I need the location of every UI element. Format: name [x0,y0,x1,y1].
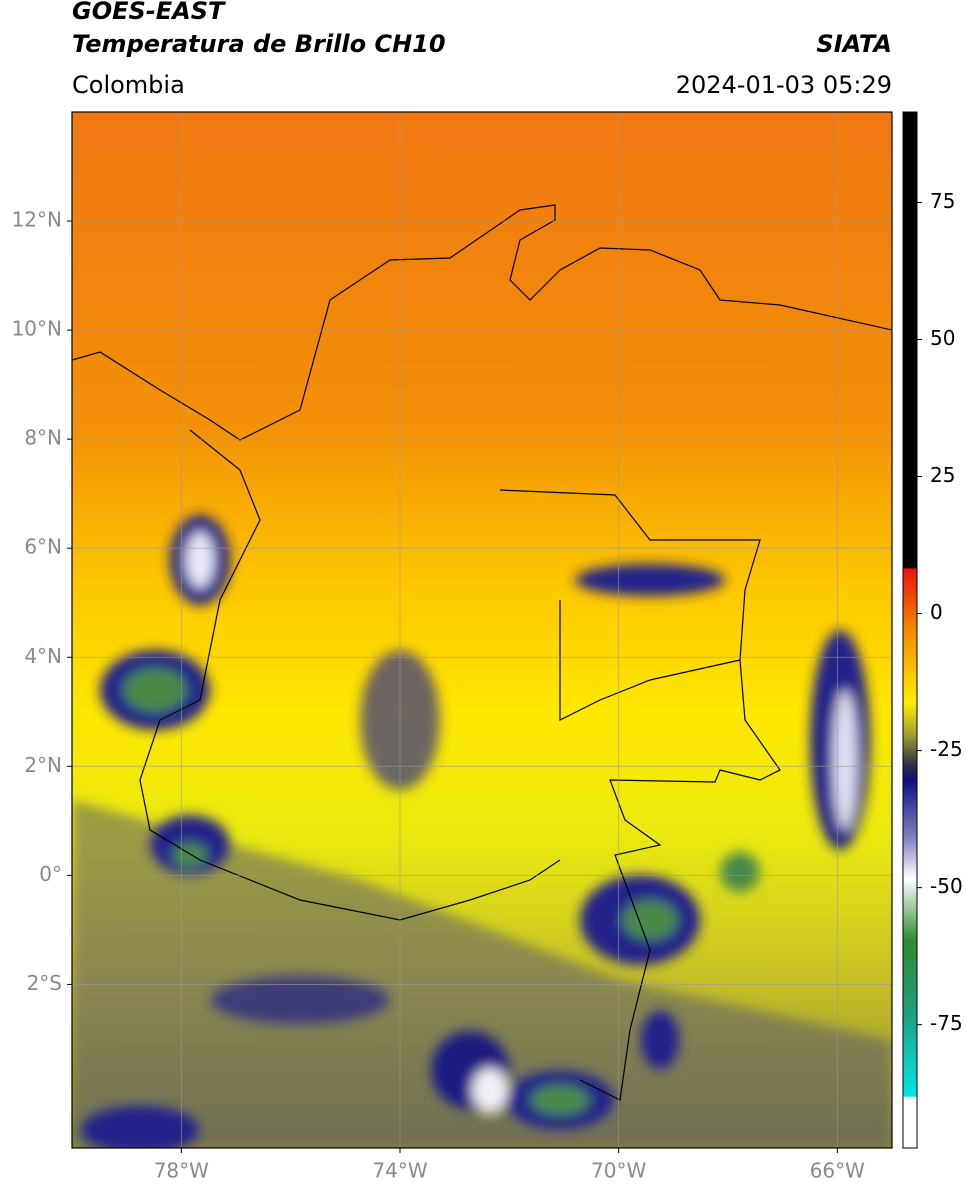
colorbar-tick-label: 50 [930,326,955,350]
y-tick-label: 2°N [24,753,62,777]
y-tick-label: 6°N [24,535,62,559]
title: GOES-EAST [72,0,226,25]
colorbar [902,111,918,1149]
y-tick-label: 2°S [27,971,62,995]
colorbar-tick-label: 0 [930,600,943,624]
x-tick-label: 74°W [372,1159,427,1183]
subtitle: Temperatura de Brillo CH10 [72,30,446,58]
grid [72,112,892,1148]
colorbar-tick-label: 75 [930,189,955,213]
source: SIATA [816,30,892,58]
colorbar-tick-label: -50 [930,874,963,898]
x-tick-label: 70°W [591,1159,646,1183]
colorbar-tick-label: 25 [930,463,955,487]
y-tick-label: 8°N [24,426,62,450]
map-frame [71,111,893,1149]
datetime: 2024-01-03 05:29 [676,71,892,99]
map-image [72,112,892,1148]
colorbar-tick-label: -25 [930,737,963,761]
y-tick-label: 12°N [12,208,62,232]
colorbar-tick-label: -75 [930,1011,963,1035]
region: Colombia [72,71,185,99]
x-tick-label: 66°W [810,1159,865,1183]
x-tick-label: 78°W [154,1159,209,1183]
y-tick-label: 10°N [12,317,62,341]
y-tick-label: 4°N [24,644,62,668]
y-tick-label: 0° [39,862,62,886]
